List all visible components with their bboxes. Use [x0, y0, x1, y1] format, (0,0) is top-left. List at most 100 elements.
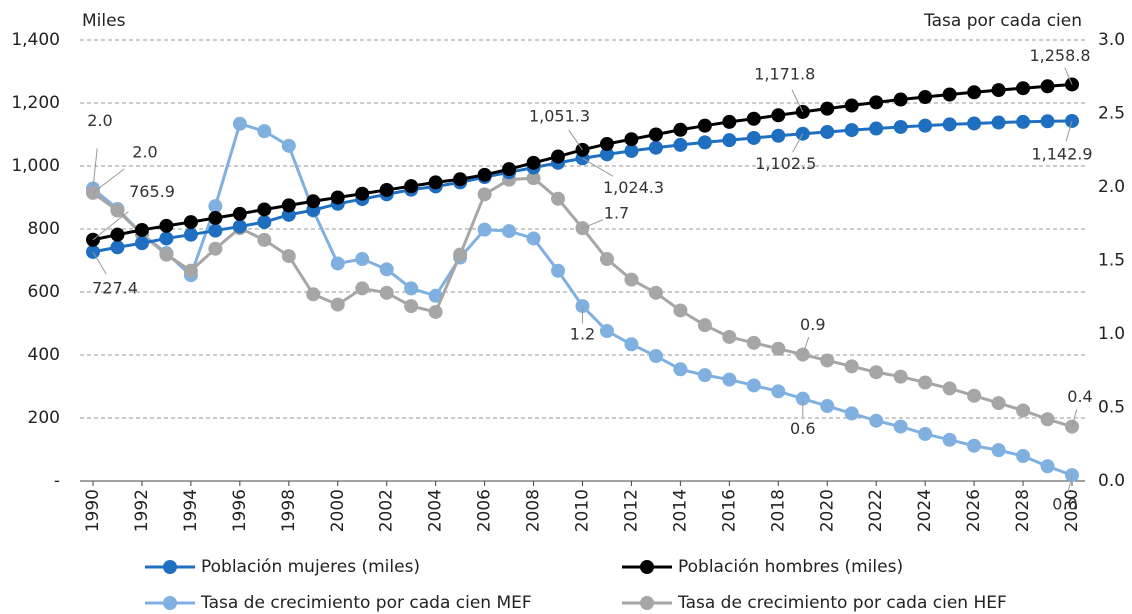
point [869, 121, 884, 136]
point [502, 224, 517, 239]
point [159, 231, 174, 246]
point [208, 199, 223, 214]
point [869, 413, 884, 428]
leader-line [1071, 409, 1078, 427]
point [330, 297, 345, 312]
x-tick-label: 2020 [817, 489, 837, 532]
point [991, 115, 1006, 130]
point [722, 329, 737, 344]
point [1016, 449, 1031, 464]
point [820, 101, 835, 116]
x-tick-label: 2016 [719, 489, 739, 532]
point [526, 155, 541, 170]
y-axis-title: Miles [82, 11, 126, 31]
point [306, 287, 321, 302]
point [1040, 412, 1055, 427]
leader-line [791, 89, 804, 113]
point [942, 117, 957, 132]
point [771, 384, 786, 399]
point [428, 288, 443, 303]
leader-line [1064, 67, 1073, 85]
point [232, 116, 247, 131]
legend-marker [163, 560, 177, 574]
data-label: 1.7 [604, 204, 629, 223]
point [893, 92, 908, 107]
point [379, 182, 394, 197]
point [110, 240, 125, 255]
y-tick-label: 600 [28, 282, 60, 302]
x-tick-label: 2004 [426, 489, 446, 532]
data-label: 727.4 [92, 278, 138, 297]
point [1040, 459, 1055, 474]
point [526, 231, 541, 246]
y2-tick-label: 1.5 [1098, 251, 1125, 271]
y2-axis-title: Tasa por cada cien [923, 11, 1082, 31]
y2-tick-label: 0.5 [1098, 398, 1125, 418]
y-tick-label: - [54, 471, 60, 491]
x-tick-label: 2010 [573, 489, 593, 532]
point [991, 443, 1006, 458]
x-tick-label: 2030 [1062, 489, 1082, 532]
leader-line [792, 133, 804, 153]
y2-tick-label: 0.0 [1098, 471, 1125, 491]
y-tick-label: 800 [28, 219, 60, 239]
legend-label: Población hombres (miles) [678, 557, 903, 577]
x-tick-label: 2014 [670, 489, 690, 532]
data-label: 1,142.9 [1031, 144, 1092, 163]
point [648, 127, 663, 142]
data-label: 2.0 [132, 142, 157, 161]
point [820, 399, 835, 414]
data-label: 0.6 [790, 419, 815, 438]
point [526, 171, 541, 186]
data-label: 1,024.3 [603, 178, 664, 197]
point [673, 303, 688, 318]
x-tick-label: 2000 [328, 489, 348, 532]
point [893, 369, 908, 384]
point [232, 206, 247, 221]
point [453, 172, 468, 187]
point [477, 222, 492, 237]
data-label: 2.0 [87, 111, 112, 130]
point [306, 194, 321, 209]
point [869, 365, 884, 380]
x-tick-label: 1998 [279, 489, 299, 532]
leader-line [1067, 475, 1073, 494]
point [599, 252, 614, 267]
point [918, 118, 933, 133]
point [159, 247, 174, 262]
leader-line [582, 157, 614, 177]
point [379, 285, 394, 300]
point [208, 223, 223, 238]
point [330, 190, 345, 205]
point [722, 133, 737, 148]
point [697, 318, 712, 333]
point [844, 98, 859, 113]
point [257, 215, 272, 230]
point [697, 135, 712, 150]
leader-line [92, 251, 107, 275]
leader-line [802, 337, 810, 355]
point [771, 128, 786, 143]
data-label: 1,051.3 [529, 106, 590, 125]
point [869, 95, 884, 110]
data-label: 1,258.8 [1029, 46, 1090, 65]
point [183, 227, 198, 242]
point [673, 122, 688, 137]
x-tick-label: 2026 [964, 489, 984, 532]
point [281, 138, 296, 153]
y-tick-label: 1,400 [11, 30, 60, 50]
point [134, 236, 149, 251]
point [428, 304, 443, 319]
point [820, 353, 835, 368]
point [942, 87, 957, 102]
point [697, 118, 712, 133]
x-tick-label: 1990 [83, 489, 103, 532]
x-tick-label: 1994 [181, 489, 201, 532]
point [257, 202, 272, 217]
point [502, 162, 517, 177]
leader-line [92, 148, 98, 189]
point [281, 198, 296, 213]
y-tick-label: 1,200 [11, 93, 60, 113]
point [820, 124, 835, 139]
